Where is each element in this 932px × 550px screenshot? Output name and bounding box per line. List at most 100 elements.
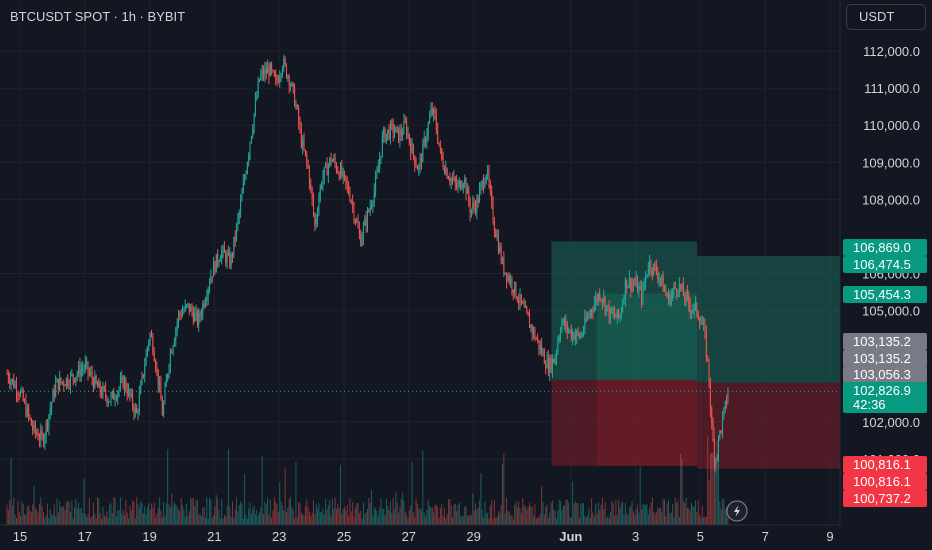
volume-bar — [522, 497, 524, 525]
candle-body — [202, 303, 204, 315]
price-tag — [843, 256, 927, 273]
time-tick-label: 3 — [632, 529, 639, 544]
candle-body — [353, 205, 355, 220]
time-axis[interactable]: 15 17 19 21 23 25 27 29 Jun 3 5 7 9 — [13, 529, 834, 544]
volume-bar — [470, 515, 472, 525]
candle-body — [713, 441, 715, 465]
volume-bar — [326, 509, 328, 525]
volume-bar — [624, 502, 626, 525]
volume-bar — [581, 502, 583, 525]
candle-body — [622, 302, 624, 311]
candle-body — [275, 76, 277, 79]
volume-bar — [366, 508, 368, 525]
volume-bar — [677, 500, 679, 525]
candle-body — [497, 236, 499, 253]
candle-body — [138, 393, 140, 412]
candle-body — [615, 316, 617, 318]
candle-body — [272, 70, 274, 72]
candle-body — [249, 142, 251, 155]
candle-body — [447, 178, 449, 180]
candle-body — [384, 128, 386, 142]
volume-bar — [380, 497, 382, 525]
volume-bar — [639, 466, 641, 525]
volume-bar — [327, 505, 329, 525]
volume-bar — [659, 508, 661, 525]
lightning-icon[interactable] — [726, 500, 748, 522]
candle-body — [207, 288, 209, 298]
volume-bar — [410, 505, 412, 525]
currency-button[interactable]: USDT — [846, 4, 926, 30]
volume-bar — [325, 498, 327, 525]
candle-body — [573, 333, 575, 340]
candle-body — [18, 395, 20, 397]
volume-bar — [11, 505, 13, 525]
candle-body — [322, 177, 324, 186]
volume-bar — [437, 506, 439, 525]
candle-body — [47, 421, 49, 428]
volume-bar — [673, 517, 675, 525]
volume-bar — [175, 504, 177, 525]
price-tag-label: 103,135.2 — [853, 334, 911, 349]
volume-bar — [250, 513, 252, 525]
volume-bar — [69, 511, 71, 525]
candle-body — [28, 407, 30, 416]
candle-body — [620, 310, 622, 316]
candle-body — [323, 167, 325, 178]
candle-body — [418, 165, 420, 170]
candle-body — [461, 187, 463, 190]
price-tag — [843, 333, 927, 350]
volume-bar — [64, 510, 66, 525]
volume-bar — [717, 450, 719, 525]
volume-bar — [688, 508, 690, 525]
candle-body — [55, 382, 57, 396]
volume-bar — [109, 504, 111, 525]
candle-body — [611, 308, 613, 313]
volume-bar — [14, 514, 16, 525]
candle-body — [223, 246, 225, 253]
candle-body — [327, 165, 329, 176]
candle-body — [568, 330, 570, 332]
volume-bar — [501, 463, 503, 525]
volume-bar — [385, 498, 387, 525]
volume-bar — [604, 501, 606, 525]
volume-bar — [447, 499, 449, 525]
candle-body — [712, 424, 714, 442]
candle-body — [501, 258, 503, 262]
volume-bar — [356, 503, 358, 525]
volume-bar — [441, 504, 443, 525]
candle-body — [585, 317, 587, 321]
volume-bars — [6, 426, 729, 525]
volume-bar — [377, 516, 379, 525]
volume-bar — [241, 503, 243, 525]
candle-body — [361, 237, 363, 246]
candle-body — [368, 210, 370, 212]
volume-bar — [705, 516, 707, 525]
volume-bar — [30, 511, 32, 525]
volume-bar — [302, 514, 304, 525]
candle-body — [462, 184, 464, 188]
volume-bar — [504, 513, 506, 525]
volume-bar — [527, 506, 529, 525]
candle-body — [102, 386, 104, 396]
volume-bar — [113, 497, 115, 525]
price-tick-label: 109,000.0 — [862, 155, 920, 170]
volume-bar — [29, 510, 31, 525]
candle-body — [333, 158, 335, 161]
volume-bar — [587, 515, 589, 525]
volume-bar — [335, 508, 337, 525]
volume-bar — [149, 509, 151, 525]
volume-bar — [101, 518, 103, 525]
candle-body — [184, 305, 186, 311]
volume-bar — [82, 513, 84, 525]
volume-bar — [693, 506, 695, 525]
volume-bar — [371, 489, 373, 525]
candle-body — [546, 358, 548, 369]
candle-body — [411, 144, 413, 154]
candle-body — [558, 336, 560, 342]
volume-bar — [576, 503, 578, 525]
volume-bar — [650, 502, 652, 525]
candle-body — [654, 263, 656, 266]
candle-body — [408, 134, 410, 143]
volume-bar — [506, 497, 508, 525]
